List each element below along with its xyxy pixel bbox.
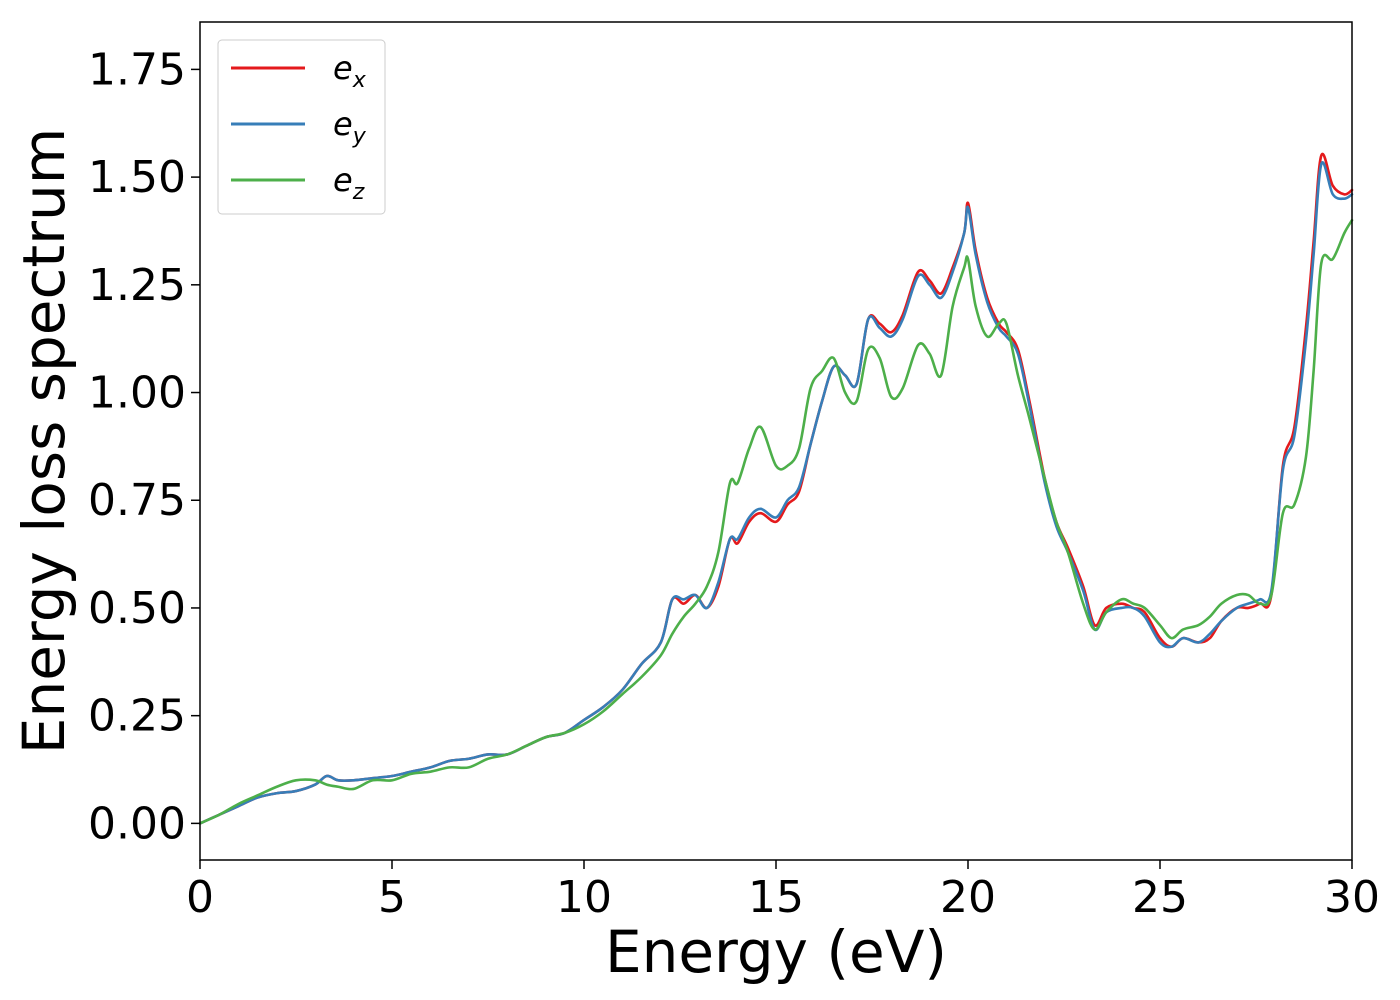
x-tick-label: 10: [556, 872, 612, 923]
series-line-e-y: [198, 161, 1354, 825]
y-tick-label: 1.00: [88, 368, 186, 419]
y-tick-label: 0.25: [88, 691, 186, 742]
y-tick-label: 0.75: [88, 475, 186, 526]
x-tick-label: 30: [1324, 872, 1380, 923]
x-tick-label: 5: [378, 872, 406, 923]
y-tick-label: 1.50: [88, 152, 186, 203]
y-tick-label: 1.75: [88, 44, 186, 95]
series-line-e-z: [198, 218, 1354, 825]
x-tick-label: 0: [186, 872, 214, 923]
plot-area: [200, 22, 1352, 860]
legend-box: [217, 39, 386, 215]
x-tick-label: 25: [1132, 872, 1188, 923]
x-tick-label: 20: [940, 872, 996, 923]
y-tick-label: 1.25: [88, 260, 186, 311]
y-axis-title: Energy loss spectrum: [10, 128, 78, 754]
y-axis: 0.00 0.25 0.50 0.75 1.00 1.25 1.50 1.75: [88, 44, 200, 849]
series-layer: [198, 152, 1354, 825]
legend-label-e-z: ez: [333, 161, 365, 205]
y-tick-label: 0.50: [88, 583, 186, 634]
x-axis: 0 5 10 15 20 25 30: [186, 860, 1380, 923]
y-tick-label: 0.00: [88, 798, 186, 849]
x-axis-title: Energy (eV): [605, 918, 947, 986]
x-tick-label: 15: [748, 872, 804, 923]
